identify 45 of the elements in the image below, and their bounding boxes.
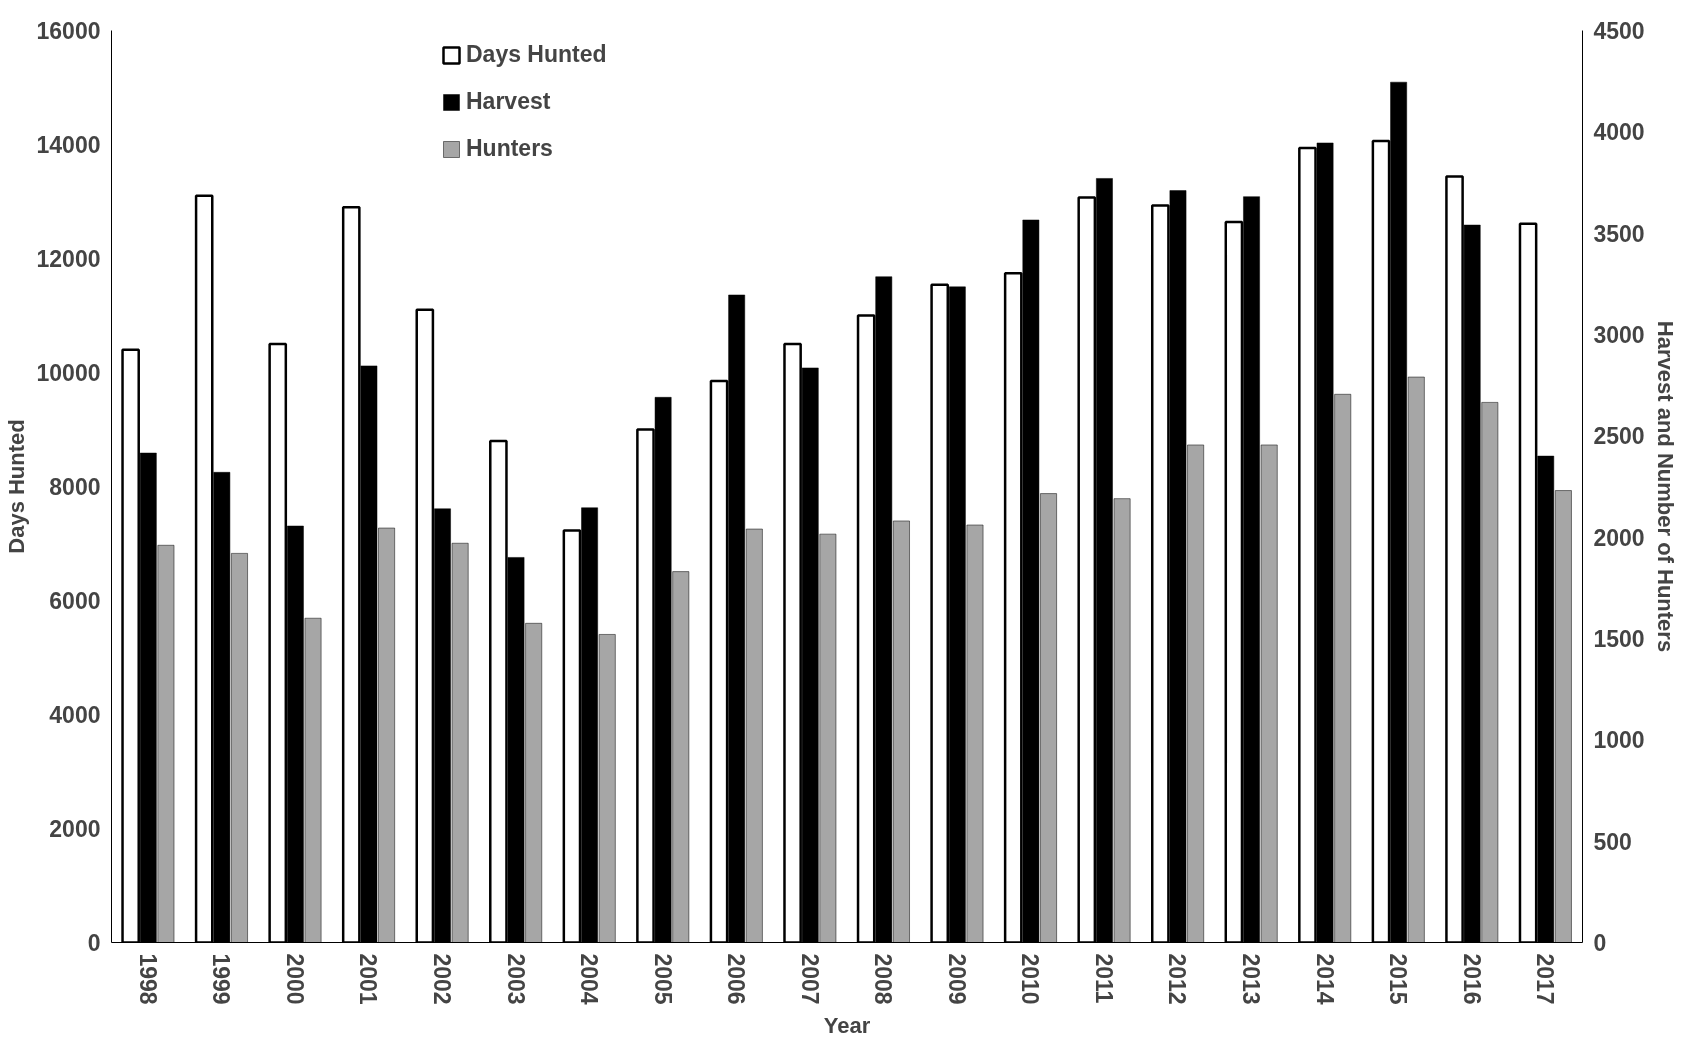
y2-tick-label: 4500 — [1593, 18, 1645, 44]
x-tick-label: 1999 — [208, 953, 235, 1005]
x-tick-label: 2016 — [1458, 953, 1485, 1005]
y2-tick-label: 1500 — [1593, 626, 1645, 652]
legend-label: Days Hunted — [466, 41, 607, 68]
y-tick-label: 0 — [87, 930, 101, 956]
x-tick-label: 2000 — [281, 953, 308, 1005]
x-tick-label: 2015 — [1385, 953, 1412, 1005]
y-tick-label: 4000 — [49, 702, 101, 728]
x-tick-label: 2005 — [649, 953, 676, 1005]
x-tick-label: 2012 — [1164, 953, 1191, 1005]
x-tick-label: 2003 — [502, 953, 529, 1005]
y2-tick-label: 3000 — [1593, 322, 1645, 348]
y2-tick-label: 3500 — [1593, 220, 1645, 247]
y-tick-label: 8000 — [49, 474, 101, 500]
y2-tick-label: 2500 — [1593, 423, 1645, 450]
y-tick-label: 10000 — [36, 360, 101, 386]
y-axis-title: Days Hunted — [3, 419, 29, 554]
y2-axis-title: Harvest and Number of Hunters — [1652, 320, 1678, 653]
x-tick-label: 2014 — [1311, 953, 1338, 1005]
x-tick-label: 2001 — [355, 953, 382, 1005]
x-tick-label: 2002 — [428, 953, 455, 1005]
x-tick-label: 2013 — [1238, 953, 1265, 1005]
y2-tick-label: 1000 — [1593, 727, 1645, 754]
x-tick-label: 2007 — [796, 953, 823, 1005]
y-tick-label: 12000 — [36, 246, 101, 272]
x-tick-label: 2004 — [576, 953, 603, 1005]
x-tick-label: 2011 — [1090, 953, 1117, 1004]
y2-tick-label: 4000 — [1593, 119, 1645, 146]
legend-label: Hunters — [466, 135, 553, 162]
y-tick-label: 6000 — [49, 588, 101, 614]
x-axis-title: Year — [823, 1012, 871, 1038]
x-tick-label: 2006 — [723, 953, 750, 1005]
y2-tick-label: 2000 — [1593, 524, 1645, 551]
y-tick-label: 2000 — [49, 816, 101, 842]
x-tick-label: 1998 — [134, 953, 161, 1005]
x-tick-label: 2008 — [870, 953, 897, 1005]
y2-tick-label: 0 — [1593, 930, 1607, 956]
x-tick-label: 2017 — [1532, 953, 1559, 1005]
legend-label: Harvest — [466, 88, 551, 115]
y2-tick-label: 500 — [1593, 828, 1632, 855]
y-tick-label: 16000 — [36, 18, 101, 44]
x-tick-label: 2010 — [1017, 953, 1044, 1005]
x-tick-label: 2009 — [943, 953, 970, 1005]
y-tick-label: 14000 — [36, 132, 101, 158]
